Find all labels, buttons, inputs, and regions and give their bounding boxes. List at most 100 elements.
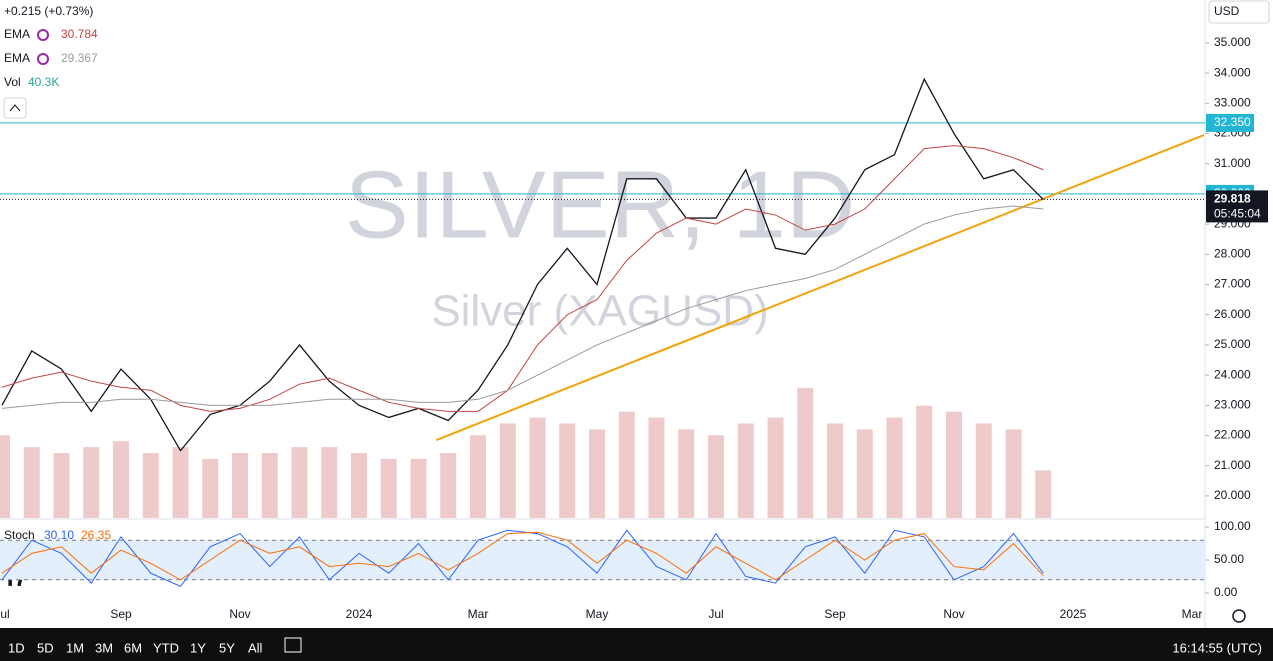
y-tick-label: 26.000 (1214, 307, 1251, 321)
line-series (1, 531, 1044, 581)
volume-bar (1005, 429, 1022, 518)
volume-bar (202, 458, 219, 518)
volume-bar (410, 458, 427, 518)
y-tick-label: 35.000 (1214, 35, 1251, 49)
volume-bar (856, 429, 873, 518)
y-tick-label: 0.00 (1214, 585, 1238, 599)
y-tick-label: 20.000 (1214, 488, 1251, 502)
volume-bar (470, 435, 486, 518)
legend-name: EMA (4, 27, 30, 41)
volume-bar (975, 423, 992, 518)
y-tick-label: 50.00 (1214, 552, 1244, 566)
price-change: +0.215 (+0.73%) (4, 4, 93, 18)
last-price-label: 29.818 (1214, 192, 1251, 206)
y-tick-label: 27.000 (1214, 277, 1251, 291)
range-button[interactable]: 5Y (219, 640, 235, 655)
calendar-icon[interactable] (284, 637, 302, 653)
currency-button[interactable] (1208, 0, 1270, 24)
collapse-button[interactable] (3, 97, 27, 119)
volume-bar (827, 423, 843, 518)
range-button[interactable]: 6M (124, 640, 142, 655)
y-tick-label: 22.000 (1214, 428, 1251, 442)
volume-bar (737, 423, 754, 518)
volume-bar (797, 388, 814, 518)
volume-bar (1035, 470, 1052, 518)
range-button[interactable]: 5D (37, 640, 54, 655)
x-tick-label: Sep (824, 607, 846, 621)
settings-icon[interactable] (1232, 609, 1246, 623)
x-tick-label: Sep (110, 607, 132, 621)
stoch-band (0, 540, 1205, 580)
range-button[interactable]: 1Y (190, 640, 206, 655)
volume-bar (946, 411, 962, 518)
currency[interactable]: USD (1214, 4, 1240, 18)
stoch-title: Stoch (4, 528, 35, 542)
watermark-subtitle: Silver (XAGUSD) (431, 287, 768, 336)
x-tick-label: May (586, 607, 609, 621)
volume-bar (23, 447, 40, 518)
x-tick-label: 2024 (346, 607, 373, 621)
legend-icon (37, 29, 49, 41)
watermark-title: SILVER, 1D (345, 151, 855, 258)
range-button[interactable]: 1D (8, 640, 25, 655)
y-tick-label: 34.000 (1214, 65, 1251, 79)
trendline (435, 134, 1205, 442)
volume-bar (261, 453, 278, 518)
volume-bar (886, 417, 903, 518)
range-button[interactable]: YTD (153, 640, 179, 655)
x-tick-label: Mar (1182, 607, 1203, 621)
clock: 16:14:55 (UTC) (1172, 640, 1262, 655)
level-label-bg (1206, 113, 1254, 132)
level-label: 32.350 (1214, 115, 1251, 129)
bottom-toolbar (0, 628, 1273, 661)
volume-bar (53, 453, 70, 518)
legend-value: 26.35 (81, 528, 111, 542)
line-series (1, 205, 1044, 409)
chevron-icon (9, 104, 21, 112)
y-tick-label: 28.000 (1214, 246, 1251, 260)
y-tick-label: 33.000 (1214, 95, 1251, 109)
x-tick-label: Jul (708, 607, 723, 621)
range-button[interactable]: 3M (95, 640, 113, 655)
volume-bar (499, 423, 516, 518)
volume-bar (142, 453, 159, 518)
volume-bar (767, 417, 784, 518)
y-tick-label: 24.000 (1214, 367, 1251, 381)
last-price-bg (1206, 190, 1268, 223)
y-tick-label: 25.000 (1214, 337, 1251, 351)
legend-value: 29.367 (61, 51, 98, 65)
x-tick-label: Mar (468, 607, 489, 621)
y-tick-label: 31.000 (1214, 156, 1251, 170)
y-tick-label: 100.00 (1214, 519, 1251, 533)
volume-bar (232, 453, 248, 518)
volume-bar (648, 417, 665, 518)
volume-bar (559, 423, 576, 518)
volume-bar (708, 435, 724, 518)
line-series (1, 529, 1044, 588)
x-tick-label: 2025 (1060, 607, 1087, 621)
volume-bar (83, 447, 100, 518)
volume-bar (589, 429, 605, 518)
volume-bar (529, 417, 546, 518)
volume-bar (0, 435, 10, 518)
legend-name: Vol (4, 75, 21, 89)
x-tick-label: Nov (229, 607, 250, 621)
x-tick-label: Jul (0, 607, 10, 621)
y-tick-label: 21.000 (1214, 458, 1251, 472)
legend-value: 40.3K (28, 75, 59, 89)
volume-bar (440, 453, 457, 518)
volume-bar (321, 447, 338, 518)
x-tick-label: Nov (943, 607, 964, 621)
range-button[interactable]: 1M (66, 640, 84, 655)
volume-bar (618, 411, 635, 518)
range-button[interactable]: All (248, 640, 263, 655)
volume-bar (351, 453, 367, 518)
volume-bar (678, 429, 695, 518)
line-series (1, 145, 1044, 412)
legend-icon (37, 53, 49, 65)
volume-bar (172, 447, 189, 518)
y-tick-label: 23.000 (1214, 398, 1251, 412)
volume-bar (916, 405, 933, 518)
volume-bar (380, 458, 397, 518)
